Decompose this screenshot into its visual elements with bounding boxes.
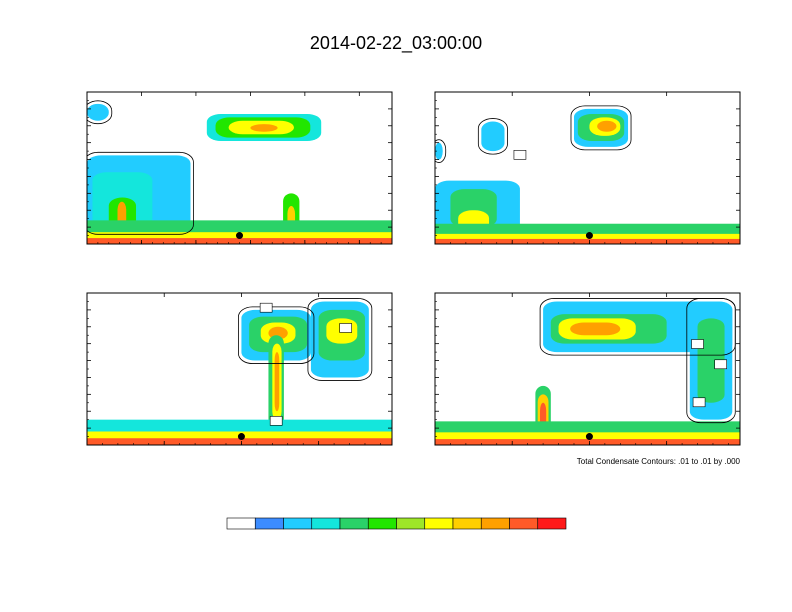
tracer-region bbox=[697, 318, 725, 403]
contour-label-box bbox=[692, 397, 706, 408]
contour-label-box bbox=[339, 323, 352, 333]
colorbar-swatch bbox=[311, 517, 341, 530]
colorbar-swatch bbox=[254, 517, 284, 530]
panel-south-north bbox=[86, 91, 393, 245]
tracer-fill bbox=[435, 301, 740, 445]
tracer-region bbox=[435, 223, 740, 236]
tracer-region bbox=[87, 238, 392, 244]
tracer-region bbox=[435, 142, 443, 160]
colorbar-swatch bbox=[452, 517, 482, 530]
station-marker bbox=[585, 433, 593, 441]
panels bbox=[86, 91, 741, 446]
condensate-contour bbox=[238, 306, 315, 364]
tracer-region bbox=[597, 120, 617, 132]
tracer-region bbox=[481, 121, 505, 152]
contour-label-box bbox=[259, 302, 273, 313]
condensate-contour bbox=[477, 118, 508, 155]
colorbar-swatch bbox=[424, 517, 454, 530]
figure-title: 2014-02-22_03:00:00 bbox=[310, 33, 482, 54]
contour-label-box bbox=[691, 339, 704, 349]
panel-west-east bbox=[86, 292, 393, 446]
station-marker bbox=[237, 433, 245, 441]
condensate-contour bbox=[87, 151, 194, 235]
tracer-region bbox=[87, 220, 392, 234]
contour-label-box bbox=[714, 359, 727, 370]
colorbar bbox=[226, 517, 567, 530]
tracer-fill bbox=[435, 108, 740, 244]
condensate-contour bbox=[87, 100, 113, 125]
panel-nw-se bbox=[434, 292, 741, 446]
colorbar-swatch bbox=[396, 517, 426, 530]
tracer-region bbox=[250, 124, 278, 132]
colorbar-swatch bbox=[283, 517, 313, 530]
panel-sw-ne bbox=[434, 91, 741, 245]
tracer-region bbox=[87, 103, 109, 121]
condensate-contours bbox=[87, 100, 194, 235]
tracer-region bbox=[87, 438, 392, 445]
tracer-region bbox=[435, 439, 740, 445]
colorbar-swatch bbox=[367, 517, 397, 530]
colorbar-swatch bbox=[226, 517, 256, 530]
colorbar-swatch bbox=[537, 517, 567, 530]
station-marker bbox=[236, 232, 243, 240]
colorbar-swatch bbox=[509, 517, 539, 530]
tracer-region bbox=[435, 238, 740, 244]
station-marker bbox=[585, 232, 593, 240]
condensate-contour bbox=[435, 139, 447, 163]
condensate-contour bbox=[307, 298, 373, 381]
condensate-contours bbox=[238, 298, 373, 381]
tracer-fill bbox=[87, 301, 392, 445]
condensate-contours bbox=[539, 298, 736, 424]
tracer-fill bbox=[87, 103, 392, 244]
contour-label-box bbox=[513, 150, 527, 160]
contour-note: Total Condensate Contours: .01 to .01 by… bbox=[577, 457, 741, 466]
contour-label-box bbox=[269, 416, 283, 426]
tracer-region bbox=[570, 322, 621, 336]
condensate-contours bbox=[435, 105, 632, 163]
condensate-contour bbox=[570, 105, 632, 151]
colorbar-swatch bbox=[339, 517, 369, 530]
colorbar-swatch bbox=[480, 517, 510, 530]
tracer-region bbox=[274, 352, 280, 412]
condensate-contour bbox=[686, 298, 736, 424]
